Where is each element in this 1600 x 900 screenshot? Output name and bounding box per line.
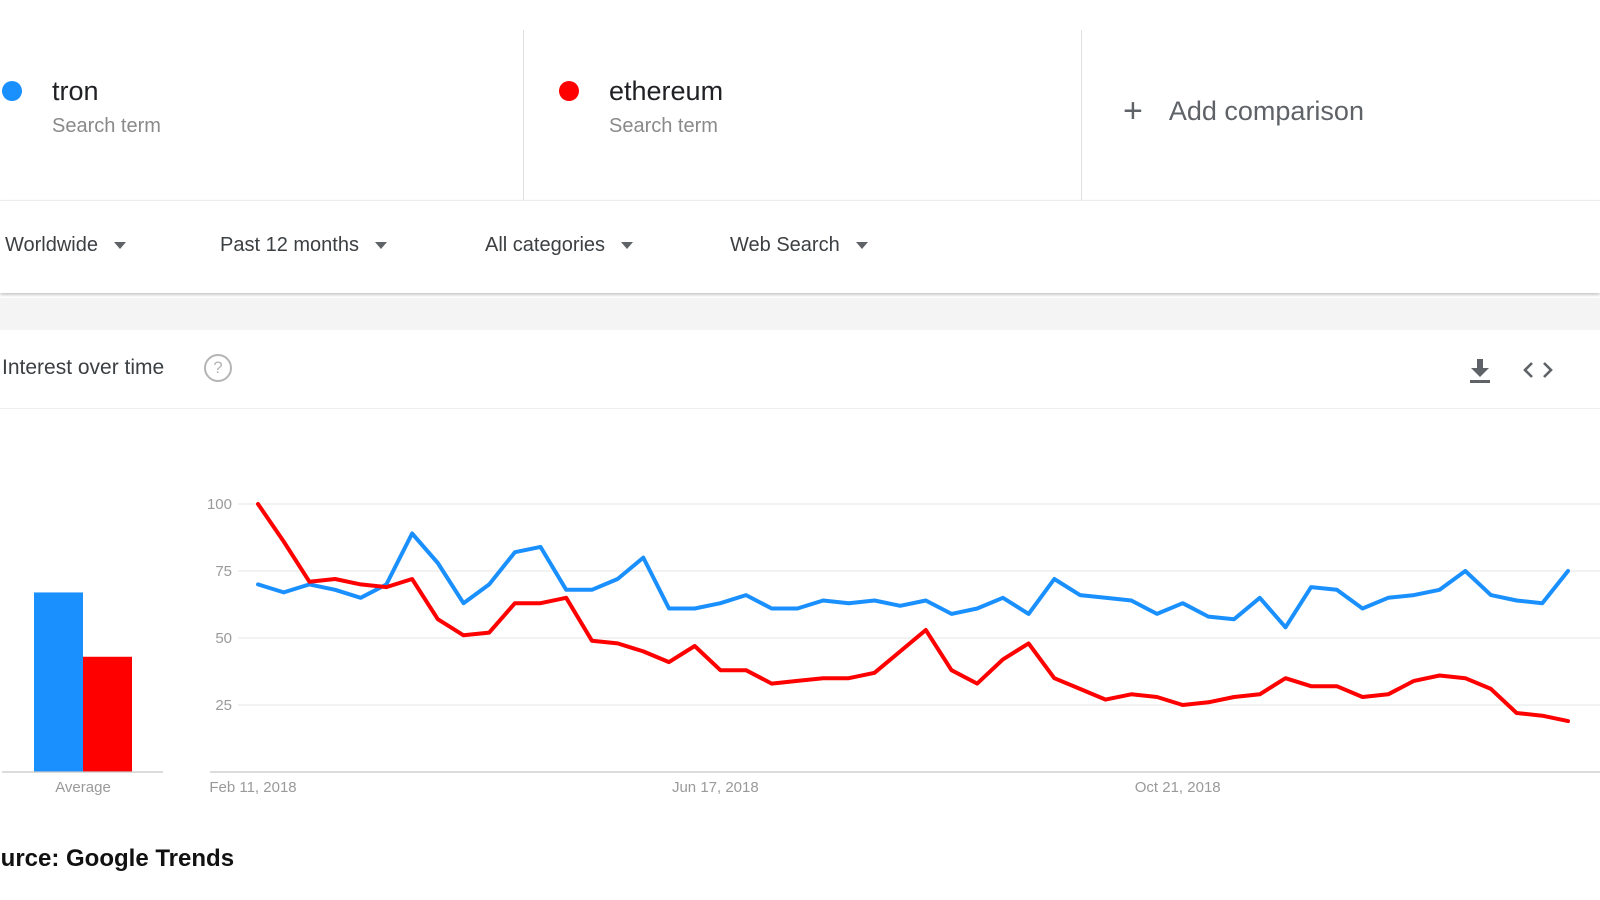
search-term-type: Search term (52, 115, 161, 137)
category-dropdown[interactable]: All categories (485, 234, 634, 257)
search-type-dropdown-label: Web Search (730, 234, 840, 256)
search-type-dropdown[interactable]: Web Search (730, 234, 868, 257)
average-bar-ethereum (83, 656, 132, 772)
average-bar-tron (34, 592, 83, 772)
caret-down-icon (374, 242, 387, 249)
card-title: Interest over time (2, 356, 165, 379)
filters-bar: Worldwide Past 12 months All categories … (0, 200, 1600, 293)
category-dropdown-label: All categories (485, 234, 606, 256)
y-tick-label: 50 (215, 630, 232, 647)
caret-down-icon (621, 242, 634, 249)
average-chart: Average (2, 592, 163, 796)
y-tick-label: 25 (215, 697, 232, 714)
series-line-tron (256, 531, 1570, 630)
search-term-ethereum[interactable]: ethereum Search term (524, 0, 1081, 200)
divider (523, 30, 524, 200)
help-circle-icon[interactable]: ? (204, 354, 232, 382)
line-series (256, 502, 1570, 724)
x-tick-label: Oct 21, 2018 (1135, 779, 1221, 796)
x-axis-labels: Feb 11, 2018 Jun 17, 2018 Oct 21, 2018 (209, 779, 1220, 796)
add-comparison-label: Add comparison (1168, 95, 1364, 126)
y-tick-label: 75 (215, 563, 232, 580)
search-terms-row: tron Search term ethereum Search term + … (0, 0, 1600, 200)
embed-code-icon[interactable] (1521, 356, 1555, 384)
section-gap (0, 298, 1600, 330)
search-term-tron[interactable]: tron Search term (0, 0, 523, 200)
series-line-ethereum (256, 502, 1570, 724)
download-icon[interactable] (1466, 356, 1494, 384)
ethereum-color-dot (559, 81, 579, 101)
plus-icon: + (1123, 92, 1143, 130)
tron-color-dot (2, 81, 22, 101)
interest-over-time-chart: Average 100 75 50 25 Feb 11, 2018 Jun 17, 20… (2, 496, 1600, 796)
region-dropdown[interactable]: Worldwide (5, 234, 126, 257)
card-divider (0, 408, 1600, 409)
average-label: Average (55, 779, 111, 796)
caret-down-icon (855, 242, 868, 249)
divider (1081, 30, 1082, 200)
time-range-dropdown[interactable]: Past 12 months (220, 234, 387, 257)
add-comparison-button[interactable]: + Add comparison (1123, 86, 1364, 136)
source-caption: ource: Google Trends (0, 845, 235, 872)
search-term-name: ethereum (609, 76, 724, 106)
caret-down-icon (114, 242, 126, 249)
x-tick-label: Feb 11, 2018 (209, 779, 296, 796)
y-tick-label: 100 (207, 496, 232, 513)
time-range-dropdown-label: Past 12 months (220, 234, 359, 256)
search-term-name: tron (52, 76, 99, 106)
region-dropdown-label: Worldwide (5, 234, 98, 256)
search-term-type: Search term (609, 115, 718, 137)
grid: 100 75 50 25 (207, 496, 1600, 773)
x-tick-label: Jun 17, 2018 (672, 779, 759, 796)
